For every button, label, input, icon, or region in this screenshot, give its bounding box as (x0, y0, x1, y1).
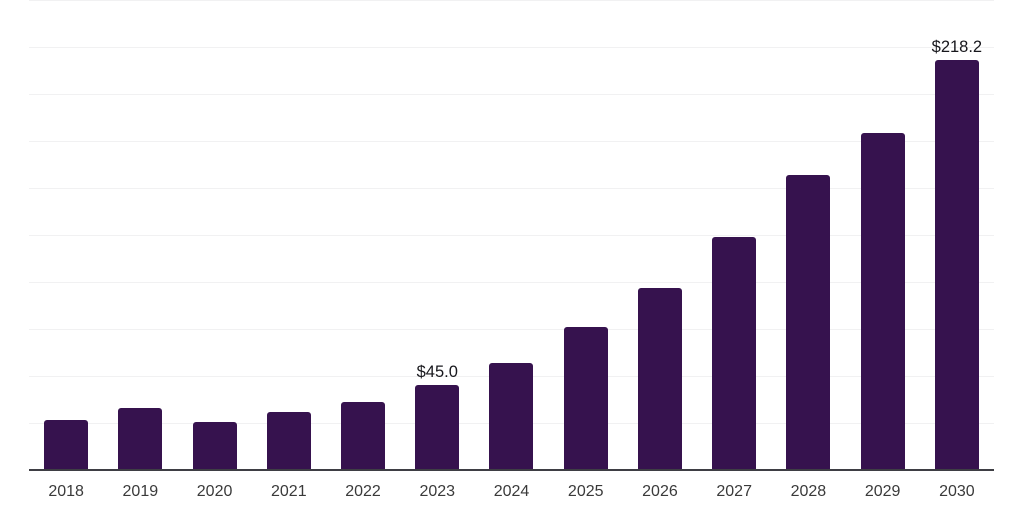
bar-2028 (786, 175, 831, 470)
x-tick-label-2025: 2025 (567, 483, 604, 500)
x-tick-label-2020: 2020 (196, 483, 233, 500)
bar-band-2029 (846, 0, 920, 470)
bar-2027 (712, 236, 757, 470)
x-tick-label-2030: 2030 (939, 483, 975, 500)
x-tick-label-2028: 2028 (790, 483, 827, 500)
bar-band-2028 (771, 0, 845, 470)
bar-band-2023: $45.0 (400, 0, 474, 470)
data-label-2030: $218.2 (931, 37, 983, 56)
data-label-2023: $45.0 (416, 363, 458, 382)
bar-2025 (563, 327, 608, 470)
bar-2021 (266, 412, 311, 470)
x-tick-label-2026: 2026 (642, 483, 678, 500)
gridline (29, 47, 994, 48)
x-tick-label-2024: 2024 (493, 483, 530, 500)
bar-band-2021 (252, 0, 326, 470)
gridline (29, 0, 994, 1)
x-tick-label-2023: 2023 (419, 483, 456, 500)
bar-band-2027 (697, 0, 771, 470)
gridline (29, 188, 994, 189)
gridline (29, 282, 994, 283)
bar-2026 (637, 287, 682, 470)
bar-2030 (934, 59, 979, 470)
plot-area: $45.0 $218.2 (29, 0, 994, 470)
gridline (29, 235, 994, 236)
x-tick-label-2021: 2021 (271, 483, 307, 500)
bar-2019 (118, 408, 163, 470)
gridline (29, 94, 994, 95)
bar-2020 (192, 422, 237, 470)
bar-2018 (44, 420, 89, 470)
bar-band-2030: $218.2 (920, 0, 994, 470)
bar-band-2022 (326, 0, 400, 470)
bar-band-2019 (103, 0, 177, 470)
x-axis-labels: 2018 2019 2020 2021 2022 2023 2024 2025 2026 2027… (29, 482, 994, 504)
x-axis-line (29, 469, 994, 471)
x-tick-label-2027: 2027 (716, 483, 752, 500)
x-tick-label-2022: 2022 (345, 483, 381, 500)
x-tick-label-2029: 2029 (864, 483, 901, 500)
bar-band-2018 (29, 0, 103, 470)
x-tick-label-2018: 2018 (48, 483, 84, 500)
bar-band-2025 (549, 0, 623, 470)
gridline (29, 329, 994, 330)
bar-band-2024 (474, 0, 548, 470)
bar-2023 (415, 385, 460, 470)
bar-2029 (860, 133, 905, 470)
bar-2022 (341, 401, 386, 470)
bar-2024 (489, 363, 534, 470)
gridline (29, 141, 994, 142)
x-tick-label-2019: 2019 (122, 483, 159, 500)
bar-band-2026 (623, 0, 697, 470)
bar-band-2020 (177, 0, 251, 470)
